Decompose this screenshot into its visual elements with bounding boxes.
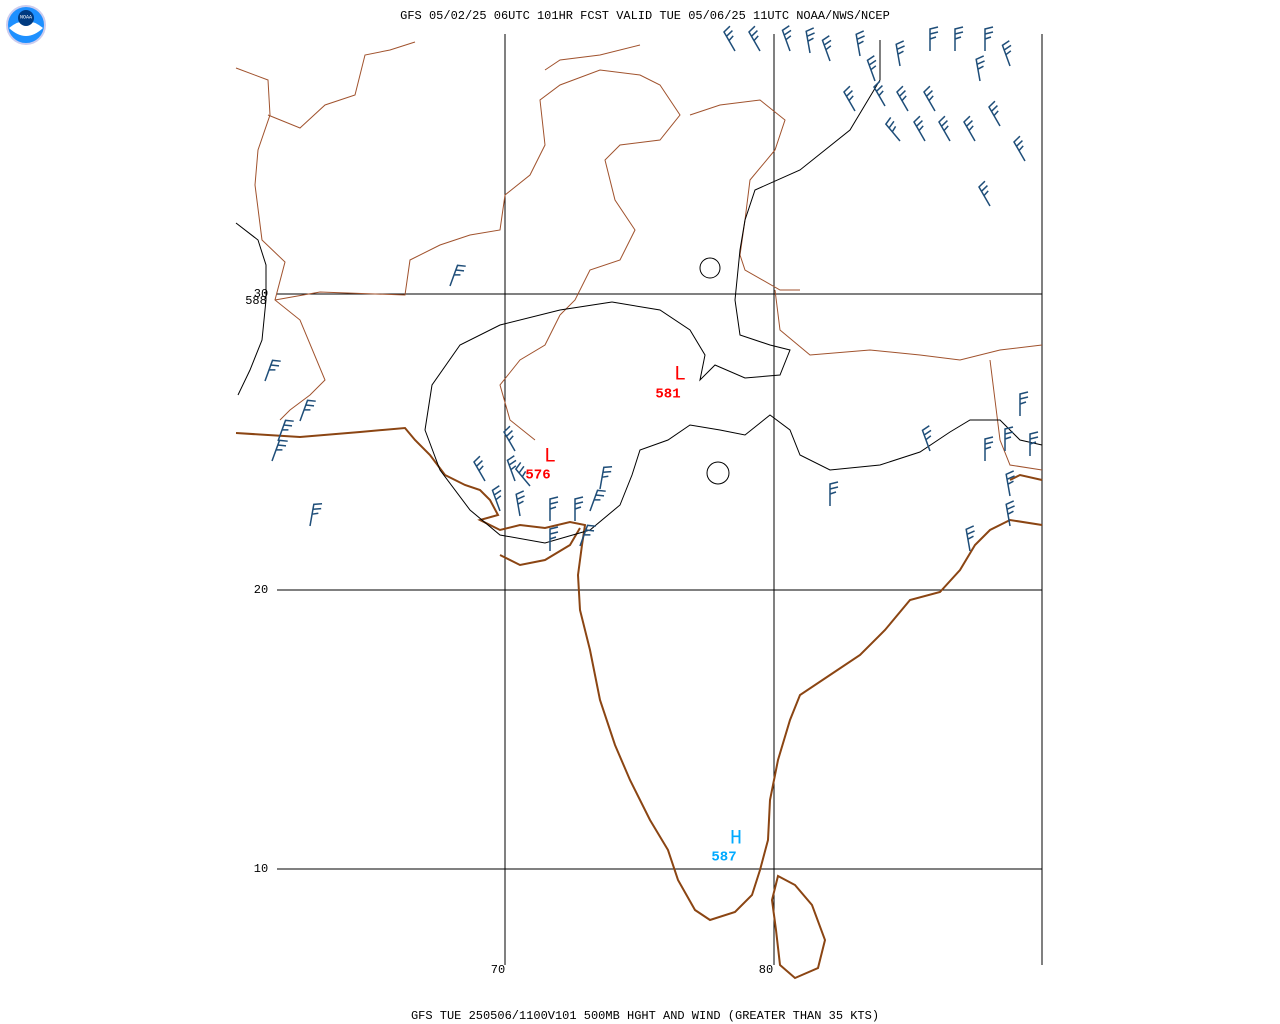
wind-barb — [954, 26, 964, 51]
wind-barb — [549, 496, 559, 521]
wind-barb — [978, 180, 991, 207]
wind-barb — [895, 40, 905, 67]
wind-barb — [309, 503, 323, 527]
wind-barb — [1004, 426, 1014, 451]
wind-barb — [599, 466, 613, 490]
wind-barb — [449, 264, 466, 287]
wind-barb — [748, 25, 761, 52]
low-value: 576 — [525, 468, 550, 484]
wind-barb — [1013, 135, 1026, 162]
graticule — [277, 34, 1043, 965]
contour-label: 588 — [245, 294, 267, 308]
wind-barb — [574, 496, 584, 521]
wind-barb — [988, 100, 1001, 127]
wind-barb — [821, 35, 832, 62]
borders — [235, 41, 1043, 471]
wind-barb — [984, 436, 994, 461]
wind-barb — [873, 80, 886, 107]
wind-barb — [579, 524, 596, 547]
wind-barb — [896, 85, 909, 112]
wind-barb — [514, 462, 531, 487]
wind-barb — [1005, 470, 1015, 497]
lon-label: 80 — [759, 963, 773, 977]
wind-barb — [866, 55, 877, 82]
wind-barb — [503, 425, 516, 452]
map-title: GFS 05/02/25 06UTC 101HR FCST VALID TUE … — [400, 9, 890, 23]
wind-barb — [1005, 500, 1015, 527]
logo-text: NOAA — [20, 14, 32, 20]
wind-barb — [723, 25, 736, 52]
wind-barb — [271, 439, 288, 462]
wind-barb — [913, 115, 926, 142]
wind-barb — [549, 526, 559, 551]
wind-barb — [984, 26, 994, 51]
coastline — [235, 426, 1043, 980]
wind-barb — [975, 55, 985, 82]
wind-barb — [515, 490, 525, 517]
wind-barb — [589, 489, 606, 512]
wind-barbs — [264, 25, 1039, 552]
wind-barb — [965, 525, 975, 552]
wind-barb — [938, 115, 951, 142]
lat-label: 20 — [254, 583, 268, 597]
wind-barb — [491, 485, 502, 512]
noaa-logo: NOAA — [6, 5, 46, 45]
high-symbol: H — [730, 827, 742, 850]
lat-label: 10 — [254, 862, 268, 876]
wind-barb — [781, 25, 792, 52]
high-value: 587 — [711, 850, 736, 866]
low-symbol: L — [544, 445, 556, 468]
wind-barb — [929, 26, 939, 51]
wind-barb — [805, 27, 815, 54]
wind-barb — [1029, 431, 1039, 456]
wind-barb — [473, 455, 486, 482]
low-symbol: L — [674, 363, 686, 386]
wind-barb — [277, 419, 294, 442]
contours — [235, 40, 1043, 544]
wind-barb — [506, 455, 517, 482]
wind-barb — [923, 85, 936, 112]
low-value: 581 — [655, 387, 680, 403]
wind-barb — [855, 30, 865, 57]
wind-barb — [884, 117, 901, 142]
wind-barb — [829, 481, 839, 506]
map-caption: GFS TUE 250506/1100V101 500MB HGHT AND W… — [411, 1009, 879, 1023]
lon-label: 70 — [491, 963, 505, 977]
wind-barb — [1001, 40, 1012, 67]
wind-barb — [264, 359, 281, 382]
wind-barb — [963, 115, 976, 142]
wind-barb — [1019, 391, 1029, 416]
lat-label: 30 — [254, 287, 268, 301]
wind-barb — [299, 399, 316, 422]
wind-barb — [843, 85, 856, 112]
wind-barb — [921, 425, 932, 452]
